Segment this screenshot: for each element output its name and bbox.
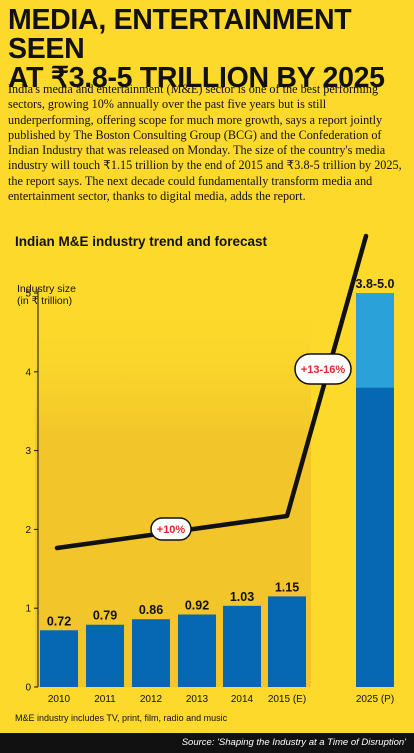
y-tick-label: 3	[25, 446, 31, 457]
x-tick-label: 2013	[186, 694, 209, 705]
data-label: 0.79	[93, 609, 117, 623]
y-tick-label: 4	[25, 367, 31, 378]
y-tick-label: 1	[25, 604, 31, 615]
bar-2013	[178, 614, 216, 687]
footnote: M&E industry includes TV, print, film, r…	[15, 713, 228, 723]
title-line-1: MEDIA, ENTERTAINMENT SEEN	[8, 4, 352, 65]
bar-range-2025	[356, 293, 394, 388]
bar-2012	[132, 619, 170, 687]
growth-13-16pct-label: +13-16%	[301, 364, 346, 376]
x-tick-label: 2011	[94, 694, 116, 705]
data-label: 0.72	[47, 614, 71, 628]
x-tick-label: 2015 (E)	[268, 694, 306, 705]
bar-2014	[223, 605, 261, 687]
bar-2015E	[268, 596, 306, 687]
data-label: 1.15	[275, 580, 299, 594]
data-label: 0.92	[185, 599, 209, 613]
chart-title: Indian M&E industry trend and forecast	[15, 234, 268, 249]
trend-line	[54, 233, 369, 551]
y-axis-label-line-1: Industry size	[17, 283, 76, 295]
history-band	[35, 300, 311, 687]
x-tick-label: 2025 (P)	[356, 694, 394, 705]
data-label: 0.86	[139, 603, 163, 617]
intro-paragraph: India's media and entertainment (M&E) se…	[8, 82, 402, 204]
growth-13-16pct-bubble	[294, 353, 352, 385]
growth-10pct-bubble	[150, 517, 192, 541]
title-line-2: AT ₹3.8-5 TRILLION BY 2025	[8, 62, 385, 94]
source-bar: Source: 'Shaping the Industry at a Time …	[0, 733, 414, 753]
y-tick-label: 5	[25, 289, 31, 300]
x-tick-label: 2010	[48, 694, 71, 705]
data-label: 3.8-5.0	[356, 277, 395, 291]
bar-2010	[40, 630, 78, 687]
data-label: 1.03	[230, 590, 254, 604]
source-text: Source: 'Shaping the Industry at a Time …	[181, 737, 406, 748]
x-tick-label: 2014	[231, 694, 254, 705]
y-tick-label: 0	[25, 683, 31, 694]
page-title: MEDIA, ENTERTAINMENT SEEN AT ₹3.8-5 TRIL…	[8, 6, 408, 93]
bar-2025P	[356, 387, 394, 687]
x-tick-label: 2012	[140, 694, 163, 705]
bar-2011	[86, 624, 124, 687]
y-tick-label: 2	[25, 525, 31, 536]
growth-10pct-label: +10%	[157, 524, 186, 536]
